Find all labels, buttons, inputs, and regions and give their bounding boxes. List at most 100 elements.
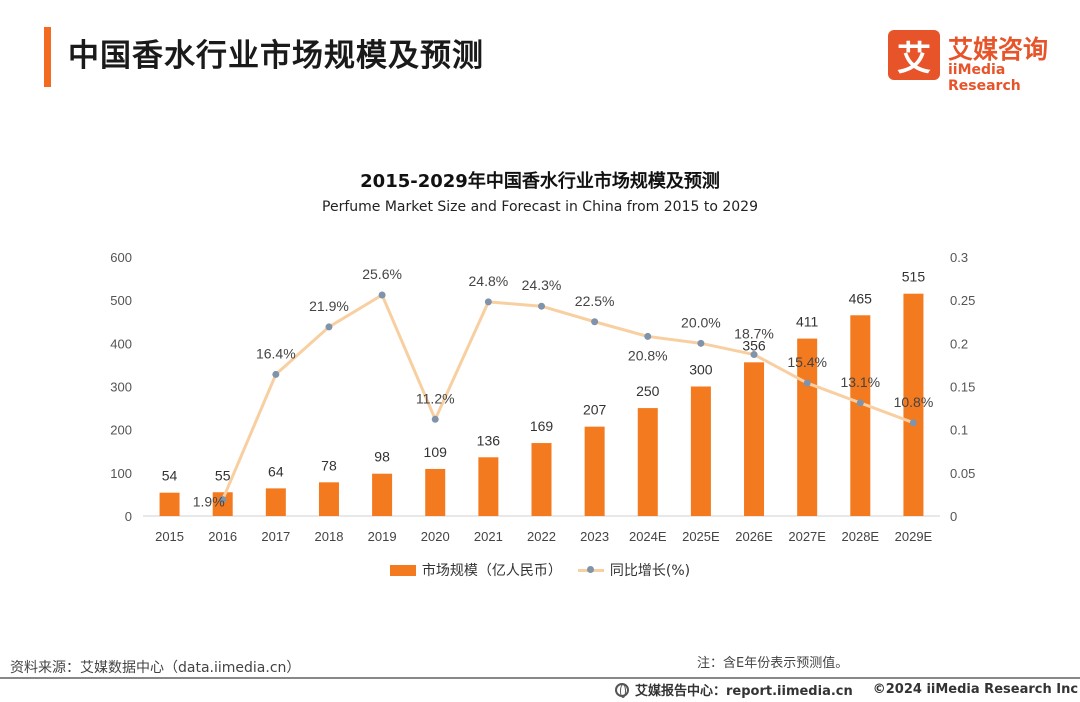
bar [159, 492, 180, 516]
bar-value-label: 411 [796, 314, 819, 330]
growth-line [221, 293, 914, 501]
bar [531, 443, 552, 516]
report-center-link[interactable]: 艾媒报告中心：report.iimedia.cn [635, 684, 853, 699]
chart-title: 2015-2029年中国香水行业市场规模及预测 [360, 171, 720, 192]
legend-label-growth: 同比增长(%) [609, 563, 691, 579]
x-tick-label: 2029E [895, 529, 933, 544]
legend-item-growth: 同比增长(%) [577, 560, 691, 580]
bar [425, 468, 446, 516]
growth-point [909, 419, 917, 427]
globe-icon [615, 682, 629, 698]
growth-point [325, 323, 333, 331]
bar-value-label: 250 [636, 383, 660, 399]
bar [212, 492, 233, 516]
growth-value-label: 16.4% [256, 345, 296, 361]
x-tick-label: 2026E [735, 529, 773, 544]
bar-value-label: 98 [374, 449, 390, 465]
growth-point [697, 339, 705, 347]
growth-value-label: 10.8% [894, 394, 934, 410]
x-tick-label: 2017 [261, 529, 290, 544]
legend-item-market-size: 市场规模（亿人民币） [389, 560, 562, 580]
x-tick-label: 2018 [315, 529, 344, 544]
y-right-tick-label: 0.15 [950, 380, 975, 395]
y-right-tick-label: 0.3 [950, 250, 968, 265]
legend-label-market-size: 市场规模（亿人民币） [421, 563, 562, 579]
bar-value-label: 54 [162, 468, 178, 484]
bar [744, 362, 765, 516]
y-right-tick-label: 0.05 [950, 466, 975, 481]
growth-value-label: 1.9% [193, 494, 225, 510]
y-left-tick-label: 600 [110, 250, 132, 265]
bar [903, 293, 924, 516]
x-tick-label: 2023 [580, 529, 609, 544]
growth-point [219, 496, 227, 504]
chart-subtitle: Perfume Market Size and Forecast in Chin… [322, 199, 758, 215]
x-tick-label: 2025E [682, 529, 720, 544]
bar-value-label: 207 [583, 402, 607, 418]
x-tick-label: 2016 [208, 529, 237, 544]
bar [478, 457, 499, 516]
growth-point [272, 370, 280, 378]
growth-value-label: 20.0% [681, 314, 721, 330]
x-tick-label: 2024E [629, 529, 667, 544]
y-right-tick-label: 0.1 [950, 423, 968, 438]
y-left-tick-label: 100 [110, 466, 132, 481]
data-source: 资料来源：艾媒数据中心（data.iimedia.cn） [10, 660, 301, 676]
y-left-tick-label: 200 [110, 423, 132, 438]
growth-value-label: 24.3% [522, 277, 562, 293]
forecast-note: 注：含E年份表示预测值。 [697, 656, 849, 671]
y-right-tick-label: 0.2 [950, 336, 968, 351]
bar [690, 386, 711, 516]
chart-legend: 市场规模（亿人民币） 同比增长(%) [0, 560, 1080, 580]
bar-value-label: 78 [321, 457, 337, 473]
growth-value-label: 15.4% [787, 354, 827, 370]
growth-point [538, 302, 545, 310]
bar-value-label: 109 [424, 444, 448, 460]
title-accent-bar [44, 27, 51, 87]
bar [265, 488, 286, 516]
y-left-tick-label: 400 [110, 336, 132, 351]
growth-value-label: 11.2% [416, 390, 455, 406]
y-right-tick-label: 0 [950, 509, 957, 524]
footer-divider [0, 677, 1080, 679]
growth-point [431, 415, 439, 423]
brand-name: 艾媒咨询 [948, 35, 1049, 64]
growth-point [750, 351, 758, 359]
x-tick-label: 2020 [421, 529, 450, 544]
y-right-tick-label: 0.25 [950, 293, 975, 308]
growth-value-label: 25.6% [362, 266, 402, 282]
x-tick-label: 2021 [474, 529, 503, 544]
y-left-tick-label: 0 [125, 509, 132, 524]
legend-line-marker [586, 565, 594, 573]
growth-value-label: 18.7% [734, 326, 774, 342]
growth-point [803, 379, 811, 387]
bar [797, 338, 818, 516]
bar-value-label: 55 [215, 467, 231, 483]
page-title: 中国香水行业市场规模及预测 [68, 38, 484, 74]
y-left-tick-label: 300 [110, 380, 132, 395]
bar [318, 482, 339, 516]
y-left-tick-label: 500 [110, 293, 132, 308]
x-tick-label: 2022 [527, 529, 556, 544]
growth-value-label: 13.1% [840, 374, 880, 390]
x-tick-label: 2028E [842, 529, 880, 544]
bar-value-label: 169 [530, 418, 554, 434]
growth-point [644, 332, 652, 340]
bar [584, 426, 605, 516]
bar-value-label: 515 [902, 269, 926, 285]
bar [850, 315, 871, 516]
growth-point [591, 318, 599, 326]
growth-point [856, 399, 864, 407]
growth-point [378, 291, 386, 299]
copyright: ©2024 iiMedia Research Inc [872, 682, 1079, 697]
bar-value-label: 356 [742, 337, 766, 353]
growth-value-label: 20.8% [628, 347, 668, 363]
bar-value-label: 64 [268, 463, 284, 479]
bar [372, 473, 393, 516]
iimedia-logo-icon: 艾 [888, 30, 940, 80]
x-tick-label: 2019 [368, 529, 397, 544]
bar [637, 408, 658, 516]
legend-line-swatch [577, 565, 604, 573]
growth-value-label: 24.8% [469, 273, 509, 289]
